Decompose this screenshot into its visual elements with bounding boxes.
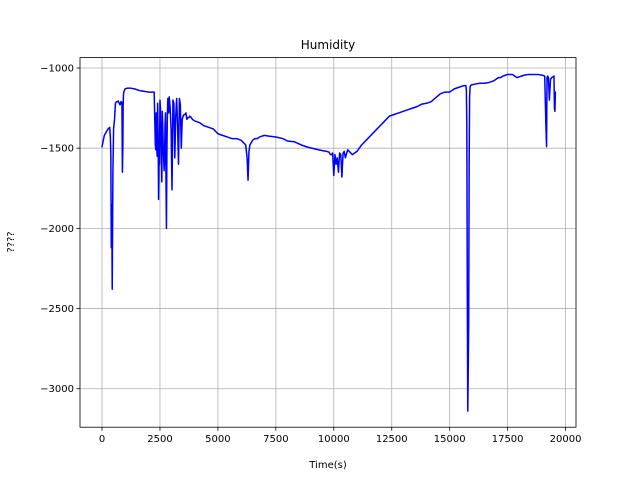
y-tick-label: −1500 — [40, 144, 74, 155]
x-tick-label: 2500 — [147, 434, 172, 445]
y-axis-label: ???? — [6, 231, 17, 252]
y-tick-label: −2500 — [40, 304, 74, 315]
y-tick-label: −1000 — [40, 64, 74, 75]
x-tick-label: 12500 — [376, 434, 408, 445]
y-axis-ticks: −1000 −1500 −2000 −2500 −3000 — [40, 64, 80, 395]
x-tick-label: 15000 — [434, 434, 466, 445]
chart-title: Humidity — [301, 38, 355, 52]
y-tick-label: −3000 — [40, 384, 74, 395]
plot-frame — [79, 57, 577, 428]
x-tick-label: 20000 — [550, 434, 582, 445]
x-tick-label: 7500 — [263, 434, 288, 445]
x-axis-label: Time(s) — [308, 460, 347, 471]
x-tick-label: 0 — [99, 434, 105, 445]
x-axis-ticks: 0 2500 5000 7500 10000 12500 15000 17500 20000 — [99, 427, 582, 445]
x-tick-label: 10000 — [318, 434, 350, 445]
x-tick-label: 17500 — [492, 434, 524, 445]
x-tick-label: 5000 — [205, 434, 230, 445]
series-line — [101, 73, 557, 412]
y-tick-label: −2000 — [40, 224, 74, 235]
series-lines — [101, 73, 557, 412]
